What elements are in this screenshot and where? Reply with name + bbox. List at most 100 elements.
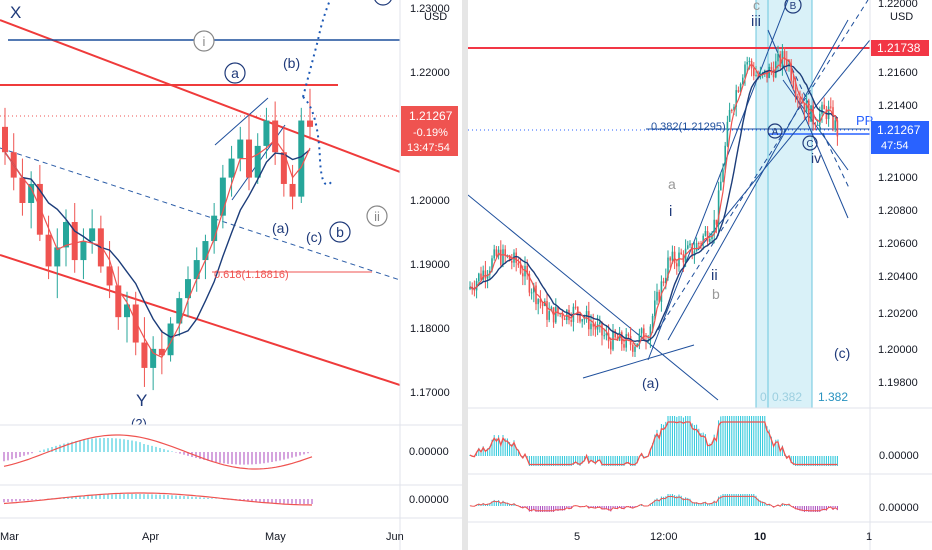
candle-body: [219, 177, 226, 216]
candle-body: [504, 249, 506, 256]
candle-body: [680, 252, 682, 255]
right-oscillator-1-line: [469, 421, 838, 466]
chart-divider[interactable]: [462, 0, 468, 550]
candle-body: [790, 63, 792, 81]
candle-body: [746, 62, 748, 65]
candle-body: [585, 311, 588, 319]
pitchfork-ray-1[interactable]: [647, 0, 789, 361]
candle-body: [548, 311, 550, 320]
candle-body: [539, 299, 542, 303]
label-b-grey: b: [712, 286, 720, 302]
candle-body: [742, 77, 744, 84]
candle-body: [788, 63, 790, 66]
left-oscillator-2-line: [3, 492, 313, 506]
fib-0382-label: 0.382(1.21295): [651, 121, 726, 133]
candle-body: [557, 306, 559, 314]
pitchfork-ray-3[interactable]: [667, 19, 849, 341]
candle-body: [695, 243, 698, 252]
candle-body: [530, 292, 533, 294]
label-X: X: [10, 3, 21, 22]
candle-body: [834, 120, 836, 129]
mid-dashed-line[interactable]: [0, 147, 400, 281]
candle-body: [577, 306, 579, 314]
candle-body: [280, 152, 287, 184]
candle-body: [702, 235, 704, 244]
wedge-line-1[interactable]: [214, 97, 269, 146]
left-price-badge: [401, 106, 458, 156]
candle-body: [263, 120, 270, 146]
candle-body: [693, 251, 696, 256]
candle-body: [669, 257, 671, 261]
left-osc1-tick: 0.00000: [409, 446, 449, 458]
pitchfork-ray-2[interactable]: [657, 0, 869, 331]
candle-body: [726, 121, 729, 146]
left-chart[interactable]: X Y (2) a (b) i ii (a) (c) b 0.618(1.188…: [0, 0, 462, 550]
candle-body: [643, 328, 645, 341]
candle-body: [124, 304, 130, 318]
candle-body: [676, 263, 678, 267]
label-C: C: [806, 139, 813, 150]
left-oscillator-1: [3, 438, 313, 465]
candle-body: [627, 334, 630, 337]
candle-body: [665, 277, 667, 284]
left-price-tick: 1.23000: [410, 3, 450, 15]
candle-body: [698, 243, 700, 245]
candle-body: [722, 169, 724, 182]
candle-body: [500, 249, 502, 265]
candle-body: [298, 120, 305, 197]
candle-body: [731, 109, 733, 111]
right-chart-panel[interactable]: c iii B A C iv a i ii b (a) (c) 0.382(1.…: [468, 0, 932, 550]
label-a-paren: (a): [272, 220, 289, 236]
circle-A: [767, 123, 783, 139]
candle-body: [660, 281, 663, 302]
circle-i: [193, 30, 215, 52]
candle-body: [656, 291, 658, 301]
candle-body: [814, 124, 817, 126]
label-i: i: [669, 203, 672, 220]
projection-path[interactable]: [302, 0, 334, 186]
candle-body: [649, 326, 652, 341]
candle-body: [533, 285, 535, 293]
bottom-support-line[interactable]: [582, 344, 695, 379]
candle-body: [502, 249, 504, 265]
down-trendline[interactable]: [468, 194, 719, 401]
upper-channel-line[interactable]: [0, 19, 400, 173]
candle-body: [596, 324, 599, 330]
candle-body: [632, 344, 634, 352]
pitchfork-ray-4[interactable]: [697, 39, 870, 251]
left-time-apr: Apr: [142, 531, 159, 543]
candle-body: [132, 304, 139, 343]
label-b-circle: b: [336, 224, 344, 240]
left-chart-panel[interactable]: X Y (2) a (b) i ii (a) (c) b 0.618(1.188…: [0, 0, 462, 550]
candle-body: [579, 313, 581, 322]
right-candle-series: [469, 44, 839, 358]
right-price-badge: [871, 121, 929, 154]
candle-body: [193, 260, 200, 280]
candle-body: [528, 274, 531, 293]
right-price-tick: 1.20200: [878, 308, 918, 320]
candle-body: [563, 318, 566, 321]
candle-body: [744, 64, 746, 78]
right-ma-fast: [469, 57, 838, 348]
candle-body: [801, 102, 803, 104]
label-c-paren: (c): [306, 229, 322, 245]
candle-body: [792, 80, 795, 88]
right-chart[interactable]: c iii B A C iv a i ii b (a) (c) 0.382(1.…: [468, 0, 932, 550]
candle-body: [289, 183, 296, 197]
candle-body: [612, 330, 614, 350]
label-i-circle: i: [203, 34, 206, 49]
left-price-axis[interactable]: 1.230001.220001.210001.200001.190001.180…: [410, 3, 450, 399]
candle-body: [706, 231, 709, 242]
left-badge-price: 1.21267: [409, 109, 453, 123]
right-price-axis[interactable]: 1.22000 1.21600 1.21400 1.21000 1.20800 1.206…: [878, 0, 918, 389]
lower-channel-line[interactable]: [0, 254, 400, 386]
candle-body: [786, 59, 788, 66]
candle-body: [522, 273, 524, 277]
candle-body: [836, 120, 839, 137]
candle-body: [519, 265, 522, 274]
candle-body: [45, 234, 52, 267]
candle-body: [508, 255, 511, 261]
candle-body: [812, 105, 814, 125]
candle-body: [808, 100, 810, 122]
pitchfork-ray-6[interactable]: [787, 59, 851, 191]
